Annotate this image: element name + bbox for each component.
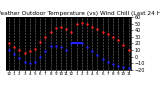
Title: Milwaukee Weather Outdoor Temperature (vs) Wind Chill (Last 24 Hours): Milwaukee Weather Outdoor Temperature (v… bbox=[0, 11, 160, 16]
